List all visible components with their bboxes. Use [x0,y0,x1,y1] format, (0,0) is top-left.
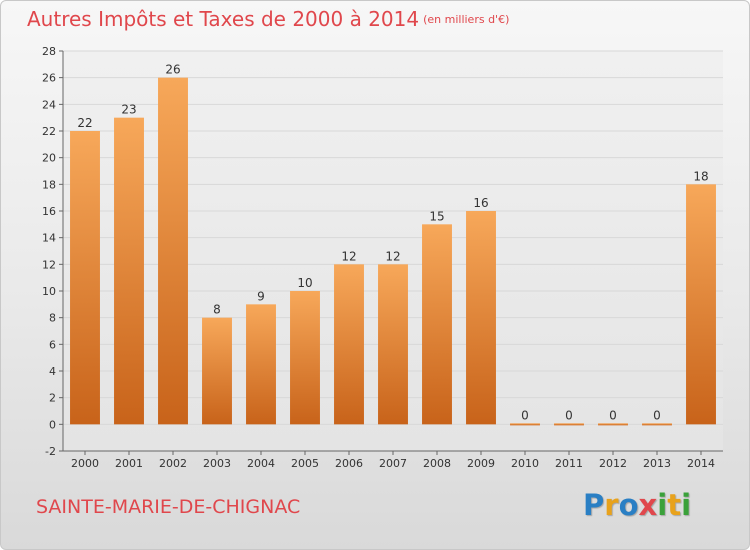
data-label-2002: 26 [165,63,180,77]
bar-2011 [554,423,584,426]
logo-letter: o [618,488,639,522]
x-tick-label-2000: 2000 [71,457,99,470]
logo-letter: i [657,488,668,522]
x-tick-label-2012: 2012 [599,457,627,470]
data-label-2000: 22 [77,116,92,130]
x-tick-label-2010: 2010 [511,457,539,470]
bar-2002 [158,77,188,425]
logo-letter: r [604,488,619,522]
x-tick-label-2011: 2011 [555,457,583,470]
data-label-2013: 0 [653,408,661,422]
y-tick-label: 16 [42,205,56,218]
x-tick-label-2004: 2004 [247,457,275,470]
x-tick-label-2007: 2007 [379,457,407,470]
y-tick-label: 4 [49,365,56,378]
bar-2013 [642,423,672,426]
data-label-2014: 18 [693,169,708,183]
y-tick-label: 26 [42,72,56,85]
bar-2010 [510,423,540,426]
data-label-2001: 23 [121,103,136,117]
x-tick-label-2002: 2002 [159,457,187,470]
y-tick-label: 20 [42,152,56,165]
axes [59,50,723,455]
y-tick-label: 6 [49,338,56,351]
data-label-2011: 0 [565,408,573,422]
bar-2006 [334,264,364,425]
logo-letter: i [681,488,692,522]
x-tick-label-2005: 2005 [291,457,319,470]
data-label-2004: 9 [257,289,265,303]
y-tick-label: 18 [42,178,56,191]
bar-2005 [290,291,320,425]
logo-letter: t [667,488,682,522]
y-tick-label: 12 [42,258,56,271]
y-tick-label: 2 [49,392,56,405]
commune-name: SAINTE-MARIE-DE-CHIGNAC [36,496,301,518]
y-tick-label: 0 [49,418,56,431]
y-tick-label: 24 [42,98,56,111]
bar-2014 [686,184,716,425]
data-label-2010: 0 [521,408,529,422]
x-tick-label-2013: 2013 [643,457,671,470]
bar-2001 [114,117,144,425]
bar-2009 [466,211,496,425]
x-tick-label-2003: 2003 [203,457,231,470]
chart-title-text: Autres Impôts et Taxes de 2000 à 2014 [27,7,420,31]
x-tick-label-2001: 2001 [115,457,143,470]
data-label-2008: 15 [429,209,444,223]
x-tick-label-2008: 2008 [423,457,451,470]
data-label-2005: 10 [297,276,312,290]
data-label-2003: 8 [213,303,221,317]
chart-title: Autres Impôts et Taxes de 2000 à 2014 (en… [27,7,509,31]
x-tick-label-2009: 2009 [467,457,495,470]
y-tick-label: 22 [42,125,56,138]
bar-2007 [378,264,408,425]
bar-2008 [422,224,452,425]
y-tick-label: 10 [42,285,56,298]
data-label-2009: 16 [473,196,488,210]
data-label-2012: 0 [609,408,617,422]
logo-letter: P [583,488,605,522]
chart-unit-note: (en milliers d'€) [423,13,510,26]
data-labels: 22 23 26 8 9 10 12 12 15 16 0 0 0 0 18 [77,63,708,423]
bar-2012 [598,423,628,426]
data-label-2007: 12 [385,249,400,263]
logo-letter: x [638,488,658,522]
y-tick-label: 8 [49,312,56,325]
x-tick-label-2006: 2006 [335,457,363,470]
bar-2000 [70,131,100,425]
bar-2003 [202,317,232,425]
data-label-2006: 12 [341,249,356,263]
y-tick-label: 14 [42,232,56,245]
x-tick-labels: 2000 2001 2002 2003 2004 2005 2006 2007 2008 2009… [71,457,715,470]
y-tick-label: 28 [42,45,56,58]
bars [70,77,716,426]
bar-2004 [246,304,276,425]
proxiti-logo: Proxiti [583,488,691,522]
x-tick-label-2014: 2014 [687,457,715,470]
y-tick-label: -2 [45,445,56,458]
